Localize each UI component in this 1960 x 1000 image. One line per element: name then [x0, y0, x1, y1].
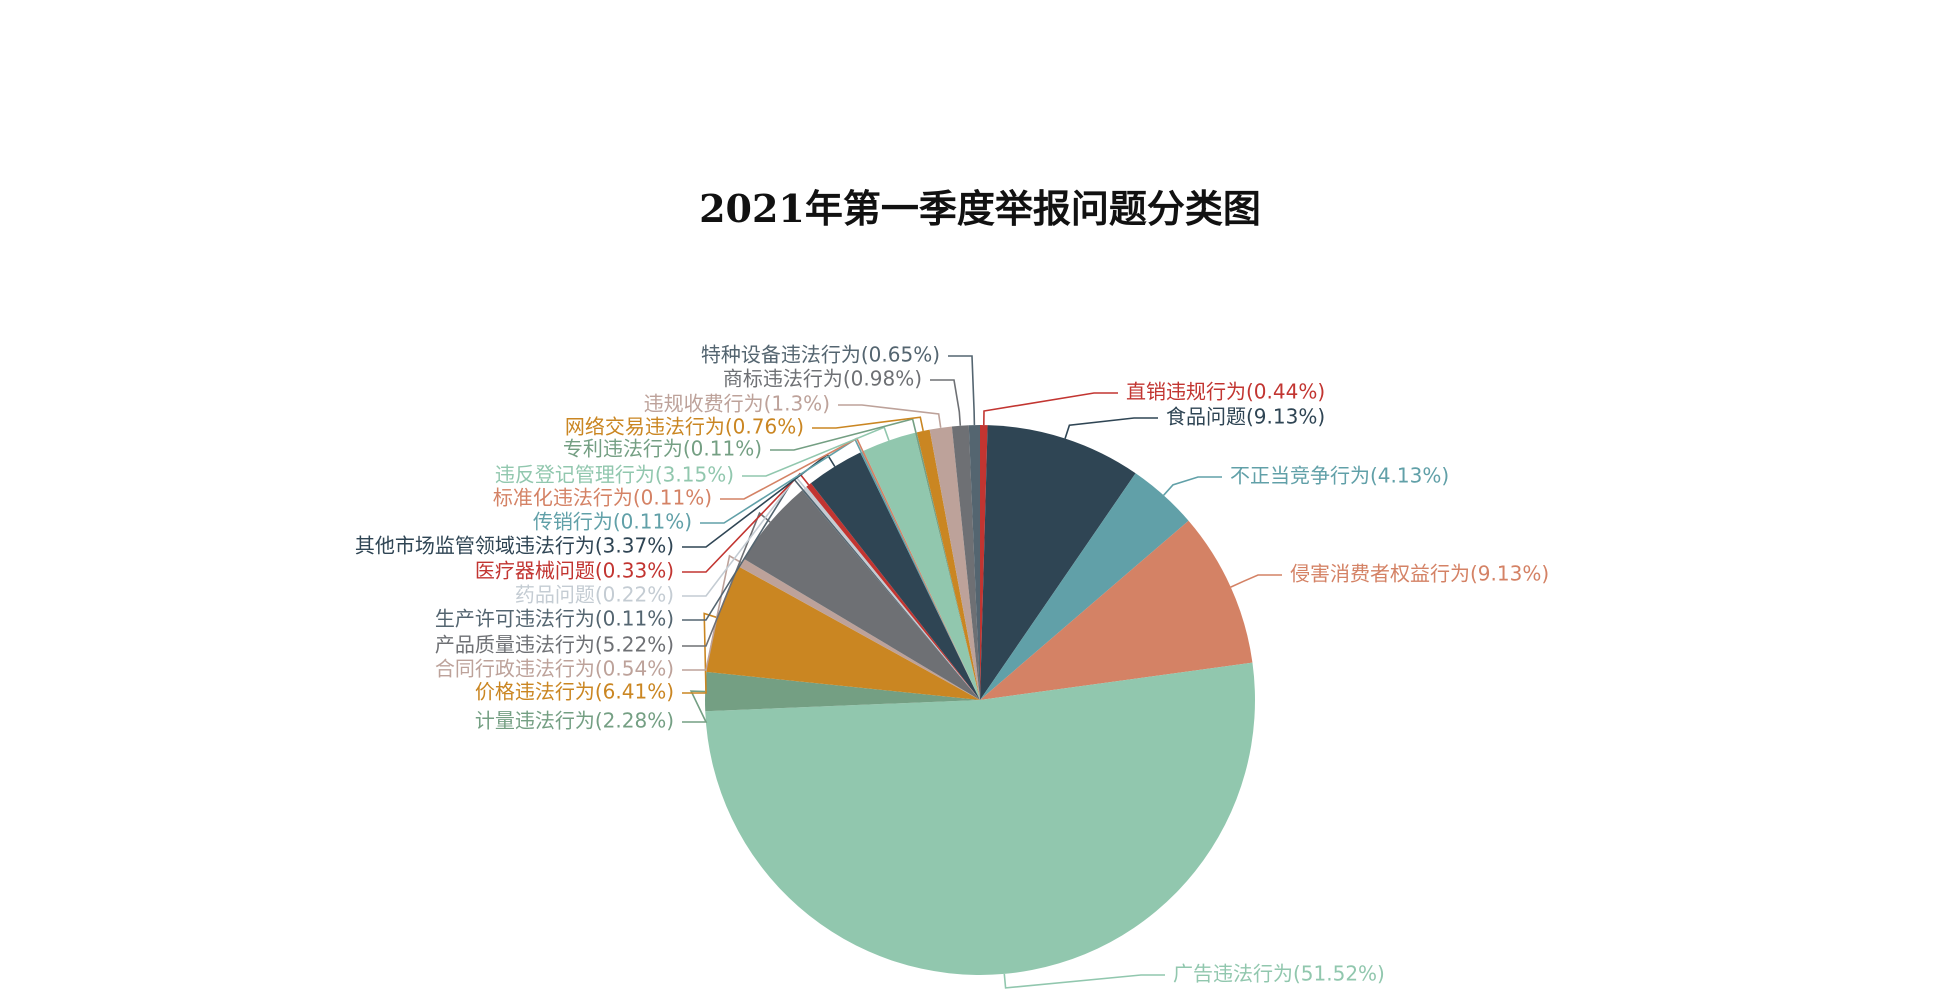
slice-label: 直销违规行为(0.44%) — [1126, 380, 1325, 404]
slice-label: 传销行为(0.11%) — [533, 510, 692, 534]
pie-slice — [929, 426, 980, 700]
leader-line — [682, 612, 718, 694]
pie-slice — [916, 429, 980, 700]
pie-slice — [980, 473, 1189, 700]
slice-label: 特种设备违法行为(0.65%) — [701, 343, 940, 367]
leader-line — [682, 477, 804, 621]
leader-line — [983, 392, 1118, 426]
pie-slice — [706, 566, 980, 700]
chart-title: 2021年第一季度举报问题分类图 — [699, 186, 1261, 231]
slice-label: 其他市场监管领域违法行为(3.37%) — [355, 534, 674, 558]
leader-line — [682, 453, 836, 548]
slice-label: 网络交易违法行为(0.76%) — [565, 415, 804, 439]
pie-slice — [744, 490, 980, 700]
pie-slice — [968, 425, 980, 700]
pie-slice — [863, 432, 980, 700]
leader-line — [1064, 417, 1158, 439]
slice-label: 违规收费行为(1.3%) — [644, 392, 830, 416]
slice-label: 侵害消费者权益行为(9.13%) — [1290, 562, 1549, 586]
pie-slice — [914, 432, 980, 700]
slice-label: 不正当竞争行为(4.13%) — [1230, 464, 1449, 488]
pie-slice — [810, 452, 980, 700]
slice-label: 专利违法行为(0.11%) — [563, 437, 762, 461]
slice-label: 标准化违法行为(0.11%) — [493, 486, 712, 510]
leader-line — [930, 379, 962, 426]
slice-label: 产品质量违法行为(5.22%) — [435, 633, 674, 657]
pie-slice — [951, 425, 980, 700]
pie-slice — [705, 662, 1255, 975]
leader-line — [720, 437, 864, 500]
leader-line — [1163, 476, 1222, 496]
pie-slice — [980, 520, 1253, 700]
slice-label: 食品问题(9.13%) — [1166, 405, 1325, 429]
slice-label: 生产许可违法行为(0.11%) — [435, 607, 674, 631]
label-leader-lines — [682, 355, 1282, 989]
leader-line — [682, 475, 806, 597]
leader-line — [1003, 973, 1165, 989]
slice-labels: 直销违规行为(0.44%)食品问题(9.13%) 不正当竞争行为(4.13%) 侵害… — [355, 343, 1549, 986]
pie-slice — [739, 558, 980, 700]
pie-slice — [980, 425, 988, 700]
slice-label: 价格违法行为(6.41%) — [475, 680, 674, 704]
pie-slices — [705, 425, 1255, 975]
leader-line — [838, 404, 942, 428]
pie-slice — [861, 450, 980, 700]
leader-line — [682, 554, 742, 671]
slice-label: 广告违法行为(51.52%) — [1173, 962, 1385, 986]
leader-line — [948, 355, 976, 426]
slice-label: 医疗器械问题(0.33%) — [475, 559, 674, 583]
leader-line — [770, 418, 917, 451]
pie-slice — [803, 486, 980, 700]
leader-line — [700, 438, 862, 524]
slice-label: 合同行政违法行为(0.54%) — [435, 657, 674, 681]
slice-label: 违反登记管理行为(3.15%) — [495, 463, 734, 487]
pie-slice — [860, 451, 980, 700]
pie-slice — [806, 483, 980, 700]
slice-label: 药品问题(0.22%) — [515, 583, 674, 607]
pie-slice — [705, 671, 980, 712]
pie-slice — [980, 425, 1136, 700]
slice-label: 计量违法行为(2.28%) — [475, 709, 674, 733]
leader-line — [682, 690, 708, 723]
leader-line — [742, 426, 890, 477]
leader-line — [682, 472, 810, 573]
leader-line — [1230, 574, 1282, 588]
leader-line — [812, 416, 924, 432]
pie-slice — [802, 489, 980, 700]
slice-label: 商标违法行为(0.98%) — [723, 367, 922, 391]
